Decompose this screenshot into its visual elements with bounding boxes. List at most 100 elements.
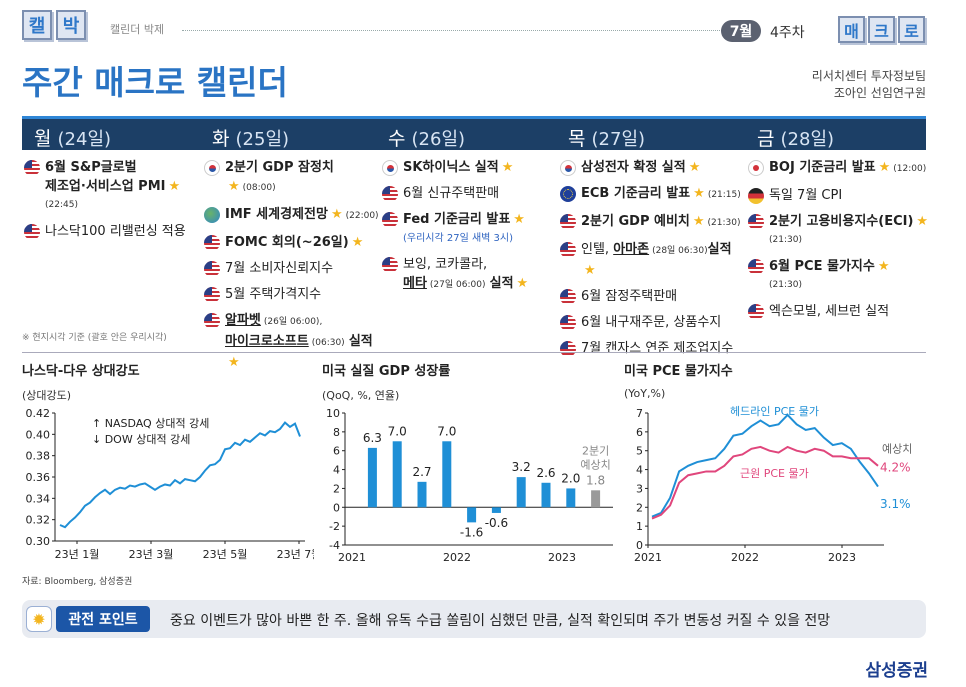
event-title: 엑슨모빌, 세브런 실적: [769, 304, 890, 319]
star-icon: ★: [693, 186, 705, 201]
star-icon: ★: [877, 259, 890, 274]
event-title: 2분기 고용비용지수(ECI): [769, 214, 914, 229]
day-fri: 금 (28일): [757, 124, 834, 151]
event-item: 2분기 GDP 잠정치 ★ (08:00): [204, 158, 380, 198]
us-flag-icon: [382, 186, 398, 202]
calendar-note: ※ 현지시각 기준 (괄호 안은 우리시각): [22, 333, 167, 343]
page-title: 주간 매크로 캘린더: [22, 63, 288, 102]
event-item: 6월 내구재주문, 상품수지: [560, 313, 746, 332]
us-flag-icon: [382, 257, 398, 273]
key-point-label: 관전 포인트: [56, 606, 150, 632]
event-item: 나스닥100 리밸런싱 적용: [24, 222, 202, 241]
x-tick-label: 23년 5월: [203, 548, 248, 561]
lightbulb-icon: ✹: [26, 606, 52, 632]
event-title: Fed 기준금리 발표: [403, 212, 511, 227]
event-title: 6월 내구재주문, 상품수지: [581, 315, 722, 330]
data-label: -1.6: [460, 525, 483, 539]
relative-strength-chart: 0.42 0.40 0.38 0.36 0.34 0.32 0.30 23년 1월 23년 3월…: [26, 407, 315, 561]
us-flag-icon: [560, 341, 576, 357]
event-title: 6월 S&P글로벌: [45, 160, 137, 175]
event-title: 2분기 GDP 잠정치: [225, 160, 334, 175]
logo-tile: 박: [56, 10, 86, 40]
event-item: Fed 기준금리 발표 ★ (우리시각 27일 새벽 3시): [382, 210, 562, 248]
macro-tile: 매: [838, 16, 865, 43]
data-label: 2.6: [536, 466, 555, 480]
korea-flag-icon: [560, 160, 576, 176]
event-note: (우리시각 27일 새벽 3시): [403, 233, 514, 244]
star-icon: ★: [688, 160, 701, 175]
y-tick-label: 6: [333, 445, 340, 458]
company-name: 마이크로소프트: [225, 334, 309, 349]
wed-events: SK하이닉스 실적 ★ 6월 신규주택판매 Fed 기준금리 발표 ★ (우리시각 …: [382, 158, 562, 302]
day-date: (25일): [235, 129, 290, 150]
end-value-label: 4.2%: [880, 460, 911, 474]
data-label: 2.0: [561, 471, 580, 485]
y-tick-label: 0: [636, 539, 643, 552]
event-item: 6월 잠정주택판매: [560, 287, 746, 306]
chart-annotation: ↑ NASDAQ 상대적 강세: [92, 417, 209, 430]
event-item: 2분기 고용비용지수(ECI) ★ (21:30): [748, 212, 930, 250]
event-item: ECB 기준금리 발표 ★ (21:15): [560, 184, 746, 205]
macro-tile: 로: [898, 16, 925, 43]
y-tick-label: 0.40: [26, 428, 51, 441]
us-flag-icon: [204, 313, 220, 329]
event-item: FOMC 회의(~26일) ★: [204, 233, 380, 252]
y-tick-label: 2: [636, 501, 643, 514]
germany-flag-icon: [748, 188, 764, 204]
event-item: 6월 S&P글로벌 제조업·서비스업 PMI ★ (22:45): [24, 158, 202, 215]
day-wed: 수 (26일): [388, 124, 465, 151]
event-item: 독일 7월 CPI: [748, 186, 930, 205]
star-icon: ★: [501, 160, 514, 175]
x-tick-label: 2022: [731, 551, 759, 564]
y-tick-label: 2: [333, 482, 340, 495]
day-tue: 화 (25일): [212, 124, 289, 151]
bar: [442, 441, 452, 508]
day-name: 화: [212, 128, 230, 150]
day-date: (27일): [591, 129, 646, 150]
event-title: 나스닥100 리밸런싱 적용: [45, 224, 186, 239]
event-item: 7월 소비자신뢰지수: [204, 259, 380, 278]
us-flag-icon: [204, 235, 220, 251]
x-tick-label: 2021: [338, 551, 366, 564]
us-flag-icon: [382, 212, 398, 228]
series-line: [651, 445, 879, 520]
event-title: SK하이닉스 실적: [403, 160, 499, 175]
event-title: 6월 PCE 물가지수: [769, 259, 875, 274]
logo-subtitle: 캘린더 박제: [110, 23, 165, 36]
company-name: 메타: [403, 276, 427, 291]
chart-title: 미국 PCE 물가지수: [624, 364, 733, 379]
forecast-label: 예상치: [580, 458, 610, 471]
day-name: 목: [568, 128, 586, 150]
mon-events: 6월 S&P글로벌 제조업·서비스업 PMI ★ (22:45) 나스닥100 리…: [24, 158, 202, 248]
event-title: 실적: [707, 242, 732, 257]
data-label: 6.3: [363, 431, 382, 445]
event-item: 6월 신규주택판매: [382, 184, 562, 203]
chart-annotation: ↓ DOW 상대적 강세: [92, 433, 190, 446]
thu-events: 삼성전자 확정 실적 ★ ECB 기준금리 발표 ★ (21:15) 2분기 GDP …: [560, 158, 746, 365]
key-point-bar: [22, 600, 926, 638]
event-item: 2분기 GDP 예비치 ★ (21:30): [560, 212, 746, 233]
y-tick-label: 4: [636, 464, 643, 477]
chart-unit: (QoQ, %, 연율): [322, 389, 400, 402]
event-title: 7월 소비자신뢰지수: [225, 261, 334, 276]
gdp-chart: 10 8 6 4 2 0 -2 -4 6.3 7.0 2.7 7.0 -1.6-0.6 3.2 2.6 2.0…: [326, 407, 613, 564]
event-title: 5월 주택가격지수: [225, 287, 322, 302]
day-mon: 월 (24일): [34, 124, 111, 151]
data-label: 1.8: [586, 473, 605, 487]
event-time: (21:30): [769, 235, 802, 245]
event-title: 보잉, 코카콜라,: [403, 257, 488, 272]
event-time: (28일 06:30): [652, 246, 708, 256]
event-time: (26일 06:00),: [263, 317, 323, 327]
data-label: -0.6: [485, 516, 508, 530]
data-label: 3.2: [512, 460, 531, 474]
y-tick-label: 0.30: [26, 535, 51, 548]
star-icon: ★: [916, 214, 929, 229]
section-divider: [22, 352, 926, 353]
event-title: FOMC 회의(~26일): [225, 235, 349, 250]
data-label: 2.7: [412, 465, 431, 479]
us-flag-icon: [560, 242, 576, 258]
bar: [591, 490, 601, 508]
event-time: (21:15): [707, 190, 741, 200]
logo-tile: 캘: [22, 10, 52, 40]
fri-events: BOJ 기준금리 발표 ★ (12:00) 독일 7월 CPI 2분기 고용비용지수…: [748, 158, 930, 328]
